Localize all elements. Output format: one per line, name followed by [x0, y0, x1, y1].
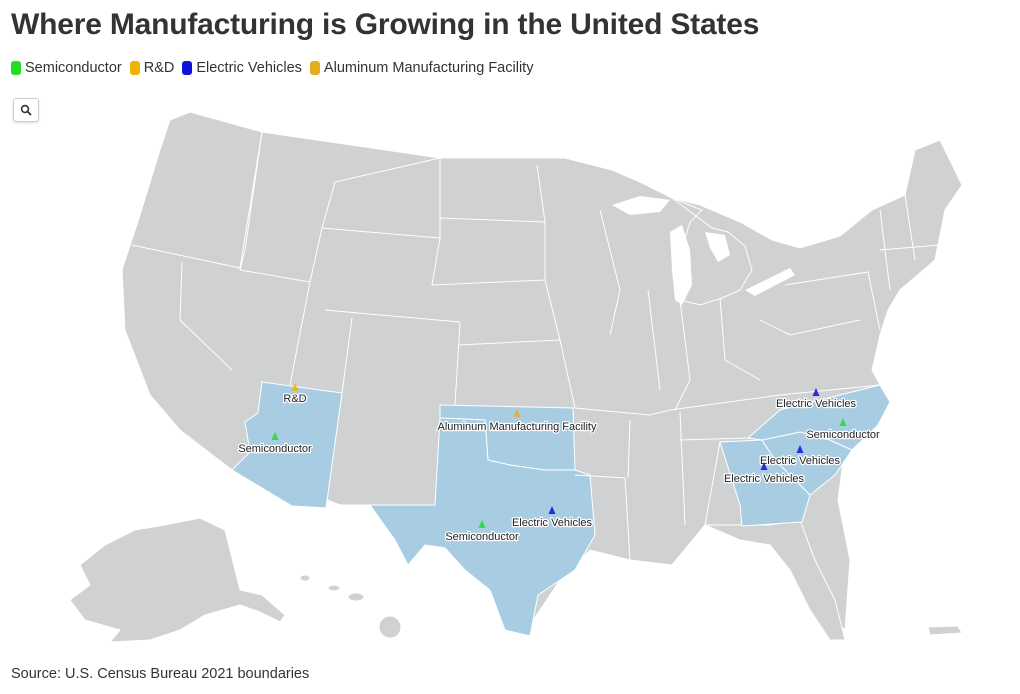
border-line — [647, 289, 661, 391]
border-line — [904, 194, 916, 261]
state-arizona[interactable] — [231, 381, 343, 509]
border-line — [674, 299, 691, 411]
hawaii-island — [378, 615, 402, 639]
legend-swatch — [129, 61, 140, 75]
hawaii-island — [347, 592, 365, 602]
marker-label: Semiconductor — [445, 531, 519, 543]
legend-label: Semiconductor — [25, 60, 122, 76]
state-borders — [131, 131, 941, 561]
border-line — [599, 209, 621, 336]
border-line — [784, 271, 881, 331]
border-line — [324, 309, 461, 323]
hawaii-island — [327, 584, 341, 592]
lake-huron — [705, 232, 730, 262]
border-line — [239, 131, 263, 271]
marker-icon[interactable] — [548, 506, 556, 514]
border-line — [627, 419, 631, 479]
border-line — [879, 244, 941, 251]
marker-icon[interactable] — [513, 409, 521, 417]
border-line — [179, 261, 233, 371]
border-line — [574, 474, 631, 561]
map-title: Where Manufacturing is Growing in the Un… — [11, 8, 760, 41]
border-line — [454, 321, 461, 406]
border-line — [759, 319, 861, 336]
legend-swatch — [182, 61, 193, 75]
marker-label: Semiconductor — [238, 443, 312, 455]
marker-label: Semiconductor — [806, 429, 880, 441]
puerto-rico — [927, 625, 963, 636]
border-line — [679, 411, 686, 526]
border-line — [719, 297, 761, 381]
legend-item-semiconductor[interactable]: Semiconductor — [11, 60, 122, 76]
legend-item-aluminum[interactable]: Aluminum Manufacturing Facility — [309, 60, 534, 76]
border-line — [131, 131, 263, 269]
border-line — [879, 209, 891, 291]
border-line — [431, 237, 546, 286]
legend-item-rd[interactable]: R&D — [129, 60, 175, 76]
search-button[interactable] — [13, 98, 39, 122]
lake-michigan — [670, 225, 692, 305]
border-line — [574, 407, 671, 416]
marker-icon[interactable] — [271, 432, 279, 440]
border-line — [321, 157, 441, 229]
markers-layer: R&D Semiconductor Aluminum Manufacturing F… — [237, 383, 881, 544]
alaska — [69, 517, 286, 643]
marker-icon[interactable] — [839, 418, 847, 426]
legend-swatch — [309, 61, 320, 75]
marker-label: Electric Vehicles — [724, 473, 805, 485]
marker-label: Aluminum Manufacturing Facility — [438, 421, 597, 433]
marker-icon[interactable] — [760, 462, 768, 470]
marker-label: Electric Vehicles — [776, 398, 857, 410]
lake-superior — [612, 196, 670, 215]
marker-label: Electric Vehicles — [512, 517, 593, 529]
border-line — [669, 384, 881, 411]
marker-icon[interactable] — [796, 445, 804, 453]
marker-icon[interactable] — [478, 520, 486, 528]
legend-label: Aluminum Manufacturing Facility — [323, 60, 534, 76]
lake-erie — [745, 268, 795, 296]
hawaii-island — [299, 574, 311, 582]
marker-icon[interactable] — [812, 388, 820, 396]
source-note: Source: U.S. Census Bureau 2021 boundari… — [11, 666, 310, 682]
legend-label: R&D — [143, 60, 175, 76]
legend: Semiconductor R&D Electric Vehicles Alum… — [11, 58, 541, 78]
border-line — [341, 317, 353, 394]
border-line — [704, 441, 721, 526]
border-line — [536, 164, 546, 280]
marker-label: Electric Vehicles — [760, 455, 841, 467]
legend-item-electric-vehicles[interactable]: Electric Vehicles — [182, 60, 302, 76]
border-line — [439, 217, 546, 223]
border-line — [544, 279, 561, 341]
marker-label: R&D — [283, 393, 306, 405]
legend-label: Electric Vehicles — [196, 60, 302, 76]
state-north-carolina[interactable] — [746, 384, 891, 451]
legend-swatch — [11, 61, 21, 75]
marker-icon[interactable] — [291, 383, 299, 391]
border-line — [679, 437, 749, 441]
search-icon — [20, 104, 32, 116]
